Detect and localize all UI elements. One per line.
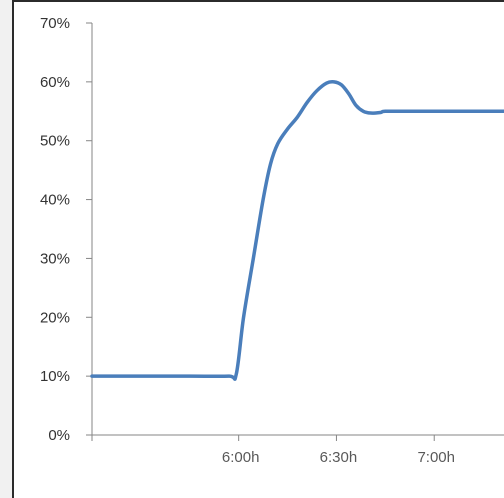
x-tick-label: 6:00h xyxy=(222,449,260,466)
y-tick-label: 10% xyxy=(40,368,70,385)
y-tick-label: 20% xyxy=(40,309,70,326)
y-tick-label: 50% xyxy=(40,133,70,150)
chart-frame: 0% 10% 20% 30% 40% 50% 60% 70% 6:00h 6:30h 7:00h xyxy=(12,0,504,498)
x-tick-label: 7:00h xyxy=(417,449,455,466)
y-tick-label: 40% xyxy=(40,192,70,209)
y-tick-label: 30% xyxy=(40,250,70,267)
y-tick-label: 70% xyxy=(40,15,70,32)
y-tick-label: 60% xyxy=(40,74,70,91)
line-chart: 0% 10% 20% 30% 40% 50% 60% 70% 6:00h 6:30h 7:00h xyxy=(40,15,504,466)
y-tick-label: 0% xyxy=(48,427,70,444)
series-line xyxy=(90,79,504,381)
x-tick-label: 6:30h xyxy=(320,449,358,466)
